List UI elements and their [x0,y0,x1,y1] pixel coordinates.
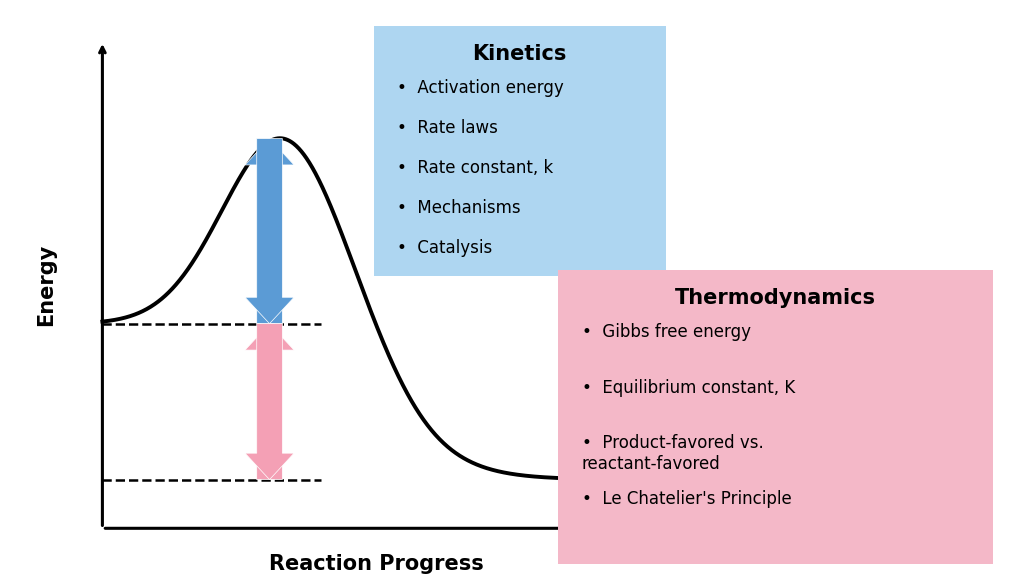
Text: Thermodynamics: Thermodynamics [675,288,877,308]
Text: •  Equilibrium constant, K: • Equilibrium constant, K [582,379,795,397]
Text: •  Activation energy: • Activation energy [397,79,564,97]
FancyArrow shape [245,139,294,323]
Text: Kinetics: Kinetics [472,44,567,64]
FancyBboxPatch shape [374,26,666,276]
Text: •  Catalysis: • Catalysis [397,239,493,257]
Text: •  Gibbs free energy: • Gibbs free energy [582,323,751,341]
Text: •  Mechanisms: • Mechanisms [397,199,521,217]
FancyArrow shape [245,139,294,323]
Text: Energy: Energy [36,244,56,326]
Text: •  Product-favored vs.
reactant-favored: • Product-favored vs. reactant-favored [582,434,763,473]
FancyArrow shape [245,323,294,480]
Text: •  Le Chatelier's Principle: • Le Chatelier's Principle [582,490,792,508]
FancyArrow shape [245,323,294,480]
Text: •  Rate laws: • Rate laws [397,119,499,137]
FancyBboxPatch shape [558,270,993,564]
Text: •  Rate constant, k: • Rate constant, k [397,159,554,177]
Text: Reaction Progress: Reaction Progress [269,554,483,573]
